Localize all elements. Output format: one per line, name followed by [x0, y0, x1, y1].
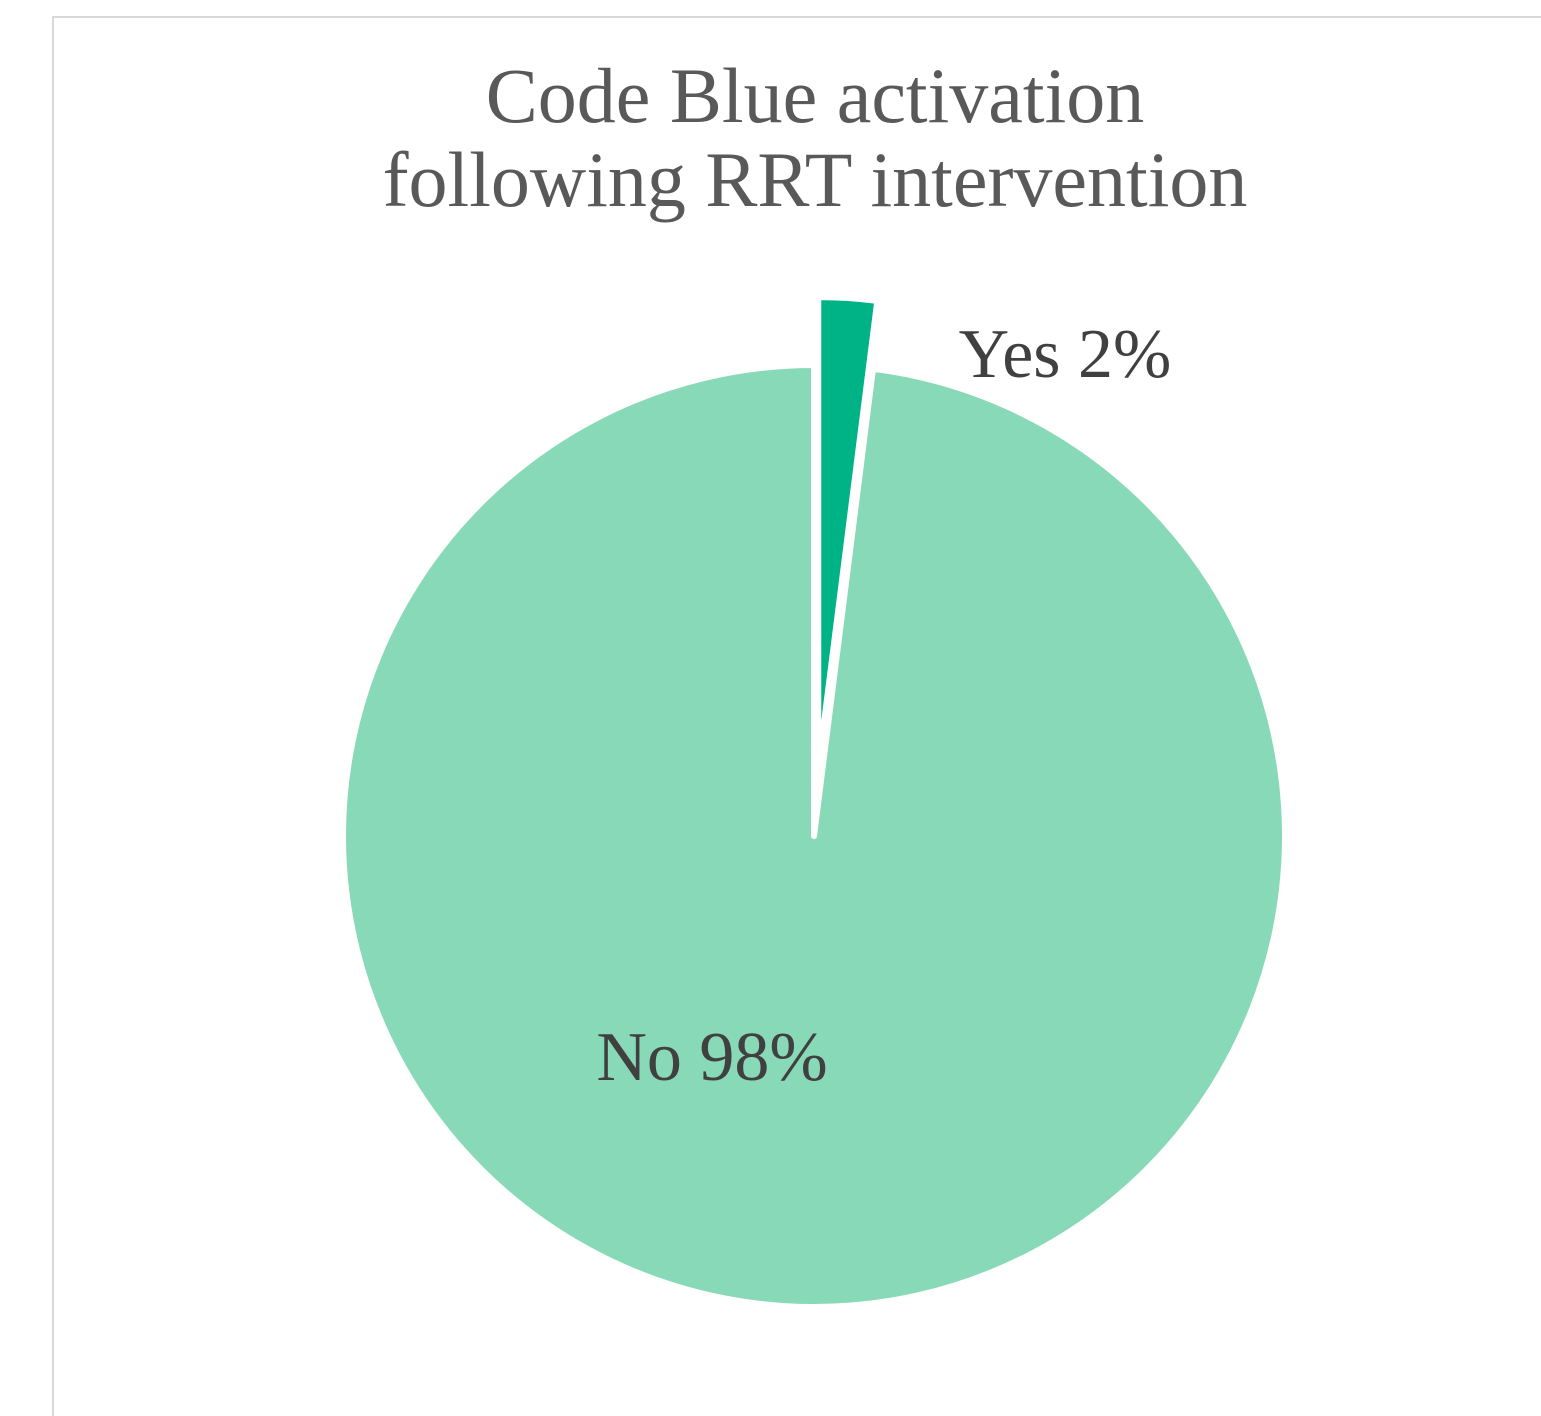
slice-label-no: No 98%	[596, 1019, 827, 1096]
chart-frame	[52, 16, 1541, 1416]
pie-slice-yes	[815, 294, 881, 772]
chart-title-line-2: following RRT intervention	[382, 136, 1248, 223]
chart-title-line-1: Code Blue activation	[485, 52, 1145, 139]
chart-title: Code Blue activation following RRT inter…	[0, 54, 1541, 222]
slice-label-yes: Yes 2%	[959, 316, 1172, 393]
pie-slice-no	[340, 362, 1288, 1310]
